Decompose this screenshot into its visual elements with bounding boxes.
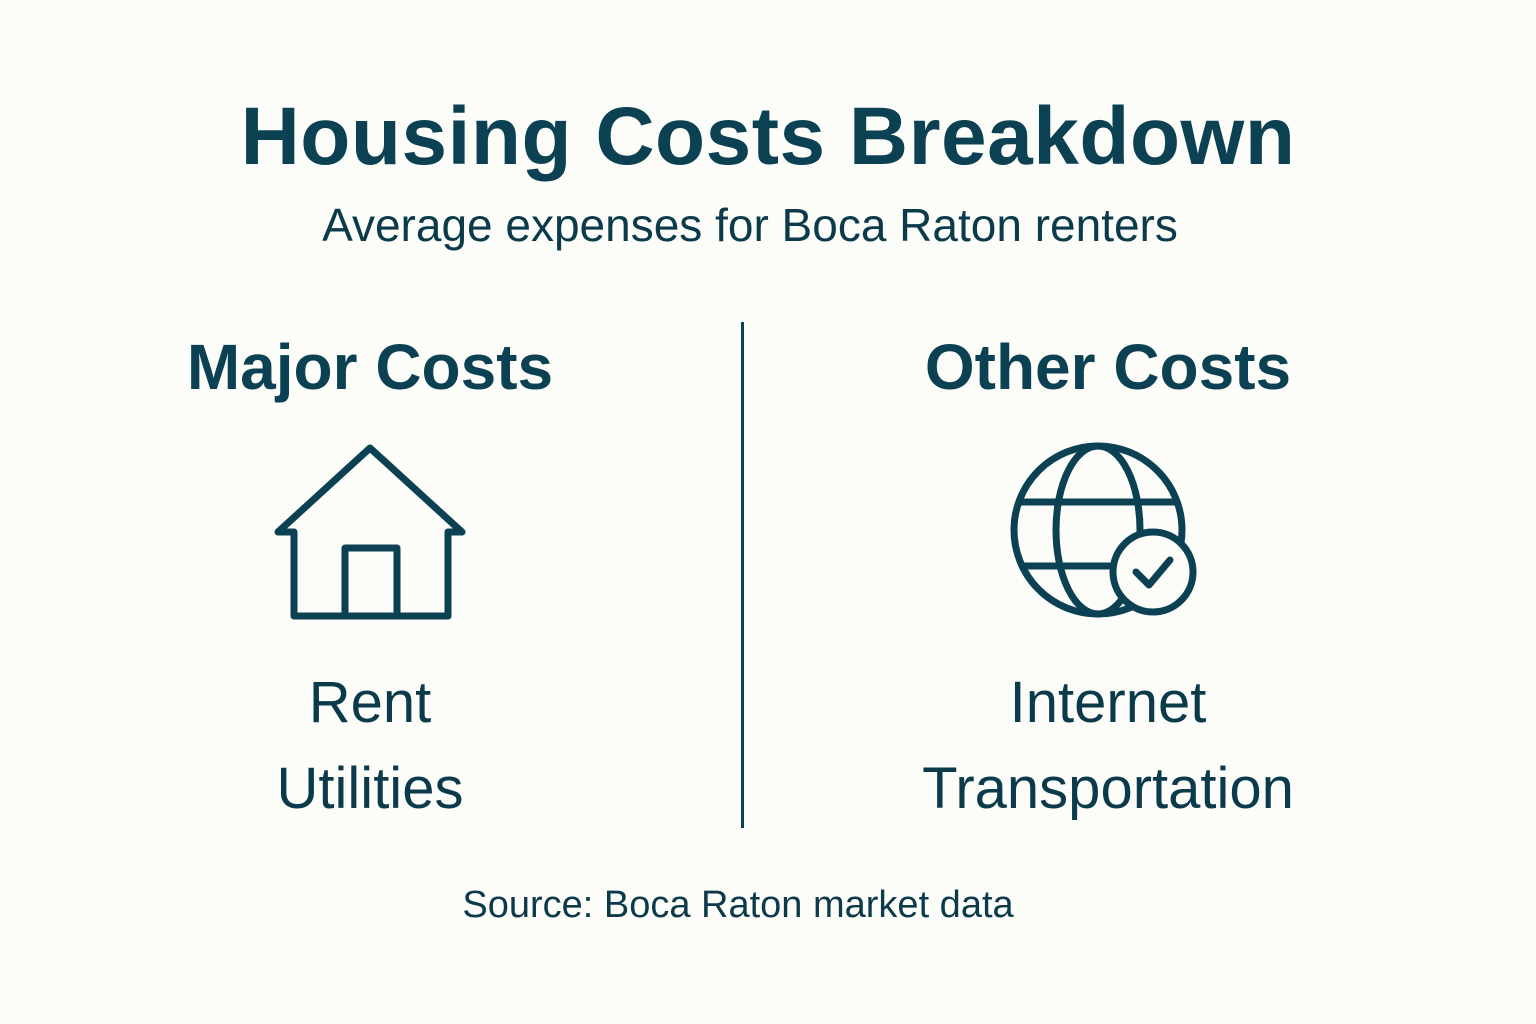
- house-icon: [274, 444, 466, 620]
- column-divider: [741, 322, 744, 828]
- major-costs-column: Major Costs Rent Utilities: [70, 330, 670, 832]
- page-title: Housing Costs Breakdown: [240, 91, 1296, 182]
- list-item-rent: Rent: [308, 670, 432, 735]
- page-subtitle: Average expenses for Boca Raton renters: [322, 199, 1178, 251]
- list-item-transportation: Transportation: [922, 756, 1294, 821]
- major-costs-heading: Major Costs: [186, 331, 554, 403]
- source-note: Source: Boca Raton market data: [462, 884, 1014, 926]
- globe-check-icon: [1010, 442, 1197, 618]
- other-costs-column: Other Costs Internet Transportation: [808, 330, 1408, 832]
- list-item-utilities: Utilities: [276, 756, 464, 821]
- other-costs-heading: Other Costs: [924, 331, 1292, 403]
- list-item-internet: Internet: [1009, 670, 1207, 735]
